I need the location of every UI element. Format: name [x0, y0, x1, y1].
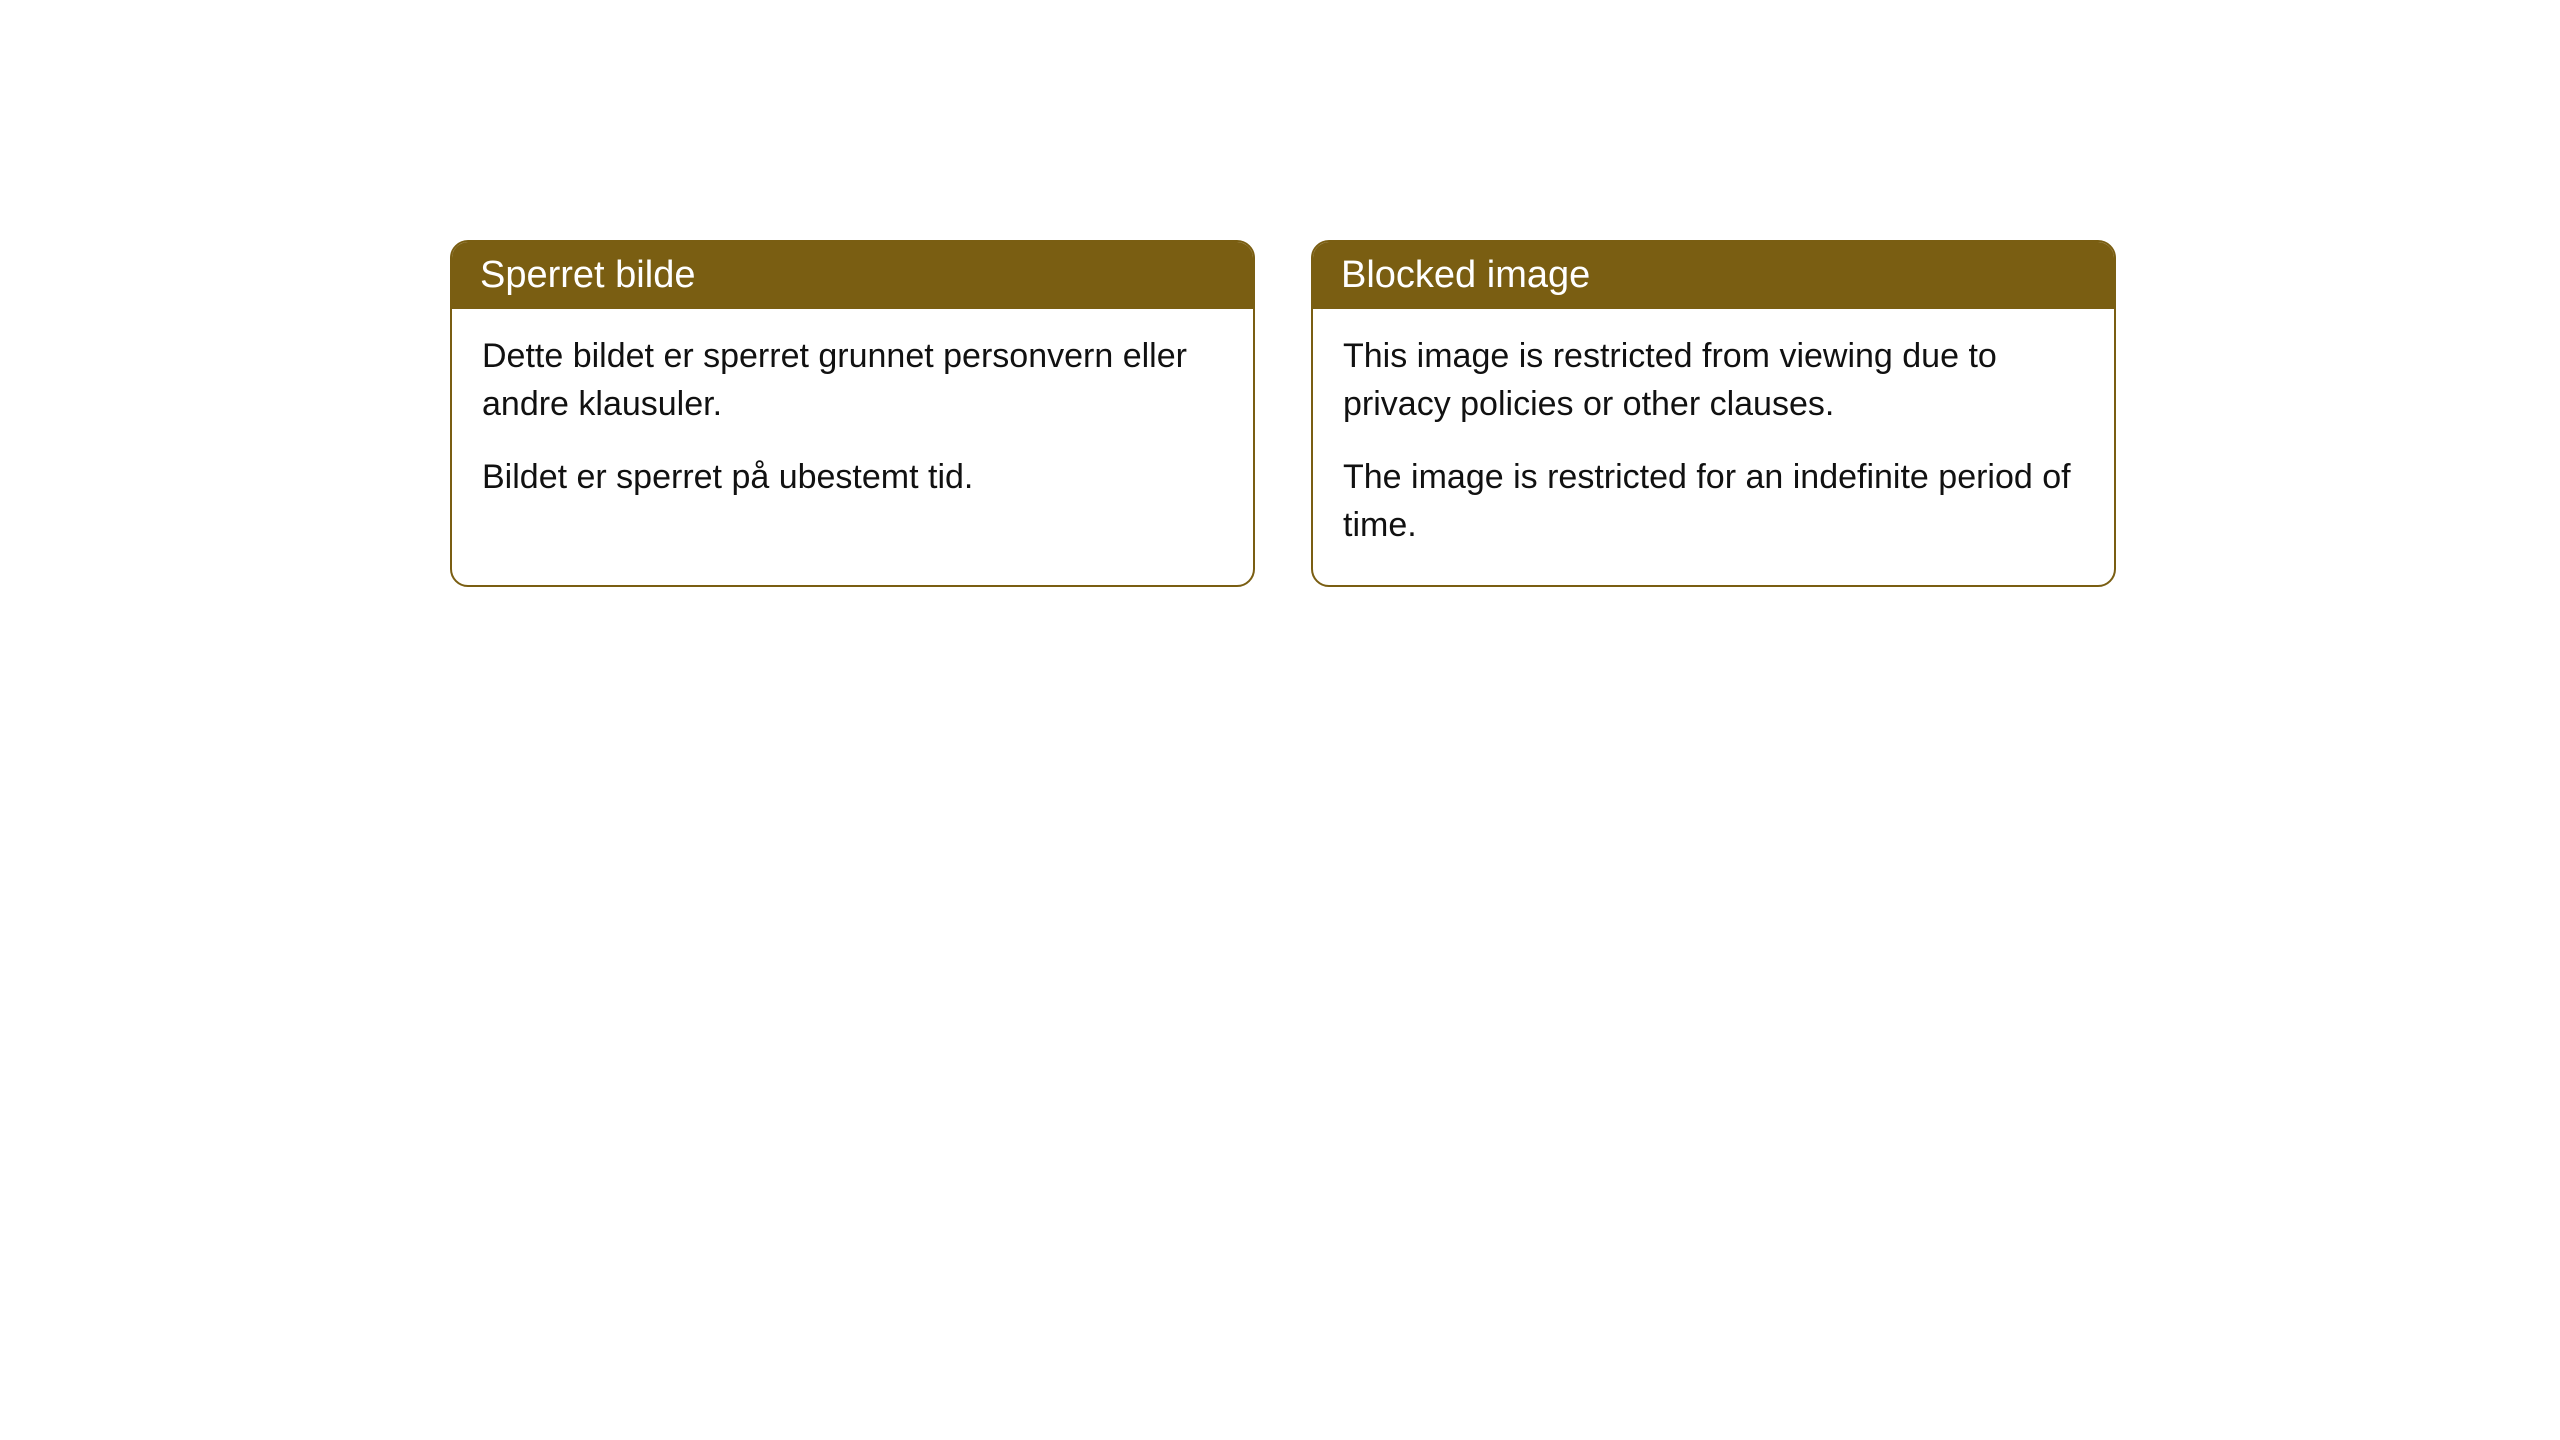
card-paragraph: Bildet er sperret på ubestemt tid. — [482, 454, 1223, 502]
card-title: Sperret bilde — [480, 254, 695, 296]
notice-cards-container: Sperret bilde Dette bildet er sperret gr… — [450, 240, 2560, 587]
card-body-english: This image is restricted from viewing du… — [1313, 309, 2114, 585]
card-body-norwegian: Dette bildet er sperret grunnet personve… — [452, 309, 1253, 538]
card-header-norwegian: Sperret bilde — [452, 242, 1253, 309]
card-title: Blocked image — [1341, 254, 1590, 296]
card-header-english: Blocked image — [1313, 242, 2114, 309]
blocked-image-card-english: Blocked image This image is restricted f… — [1311, 240, 2116, 587]
card-paragraph: This image is restricted from viewing du… — [1343, 333, 2084, 428]
card-paragraph: The image is restricted for an indefinit… — [1343, 454, 2084, 549]
card-paragraph: Dette bildet er sperret grunnet personve… — [482, 333, 1223, 428]
blocked-image-card-norwegian: Sperret bilde Dette bildet er sperret gr… — [450, 240, 1255, 587]
